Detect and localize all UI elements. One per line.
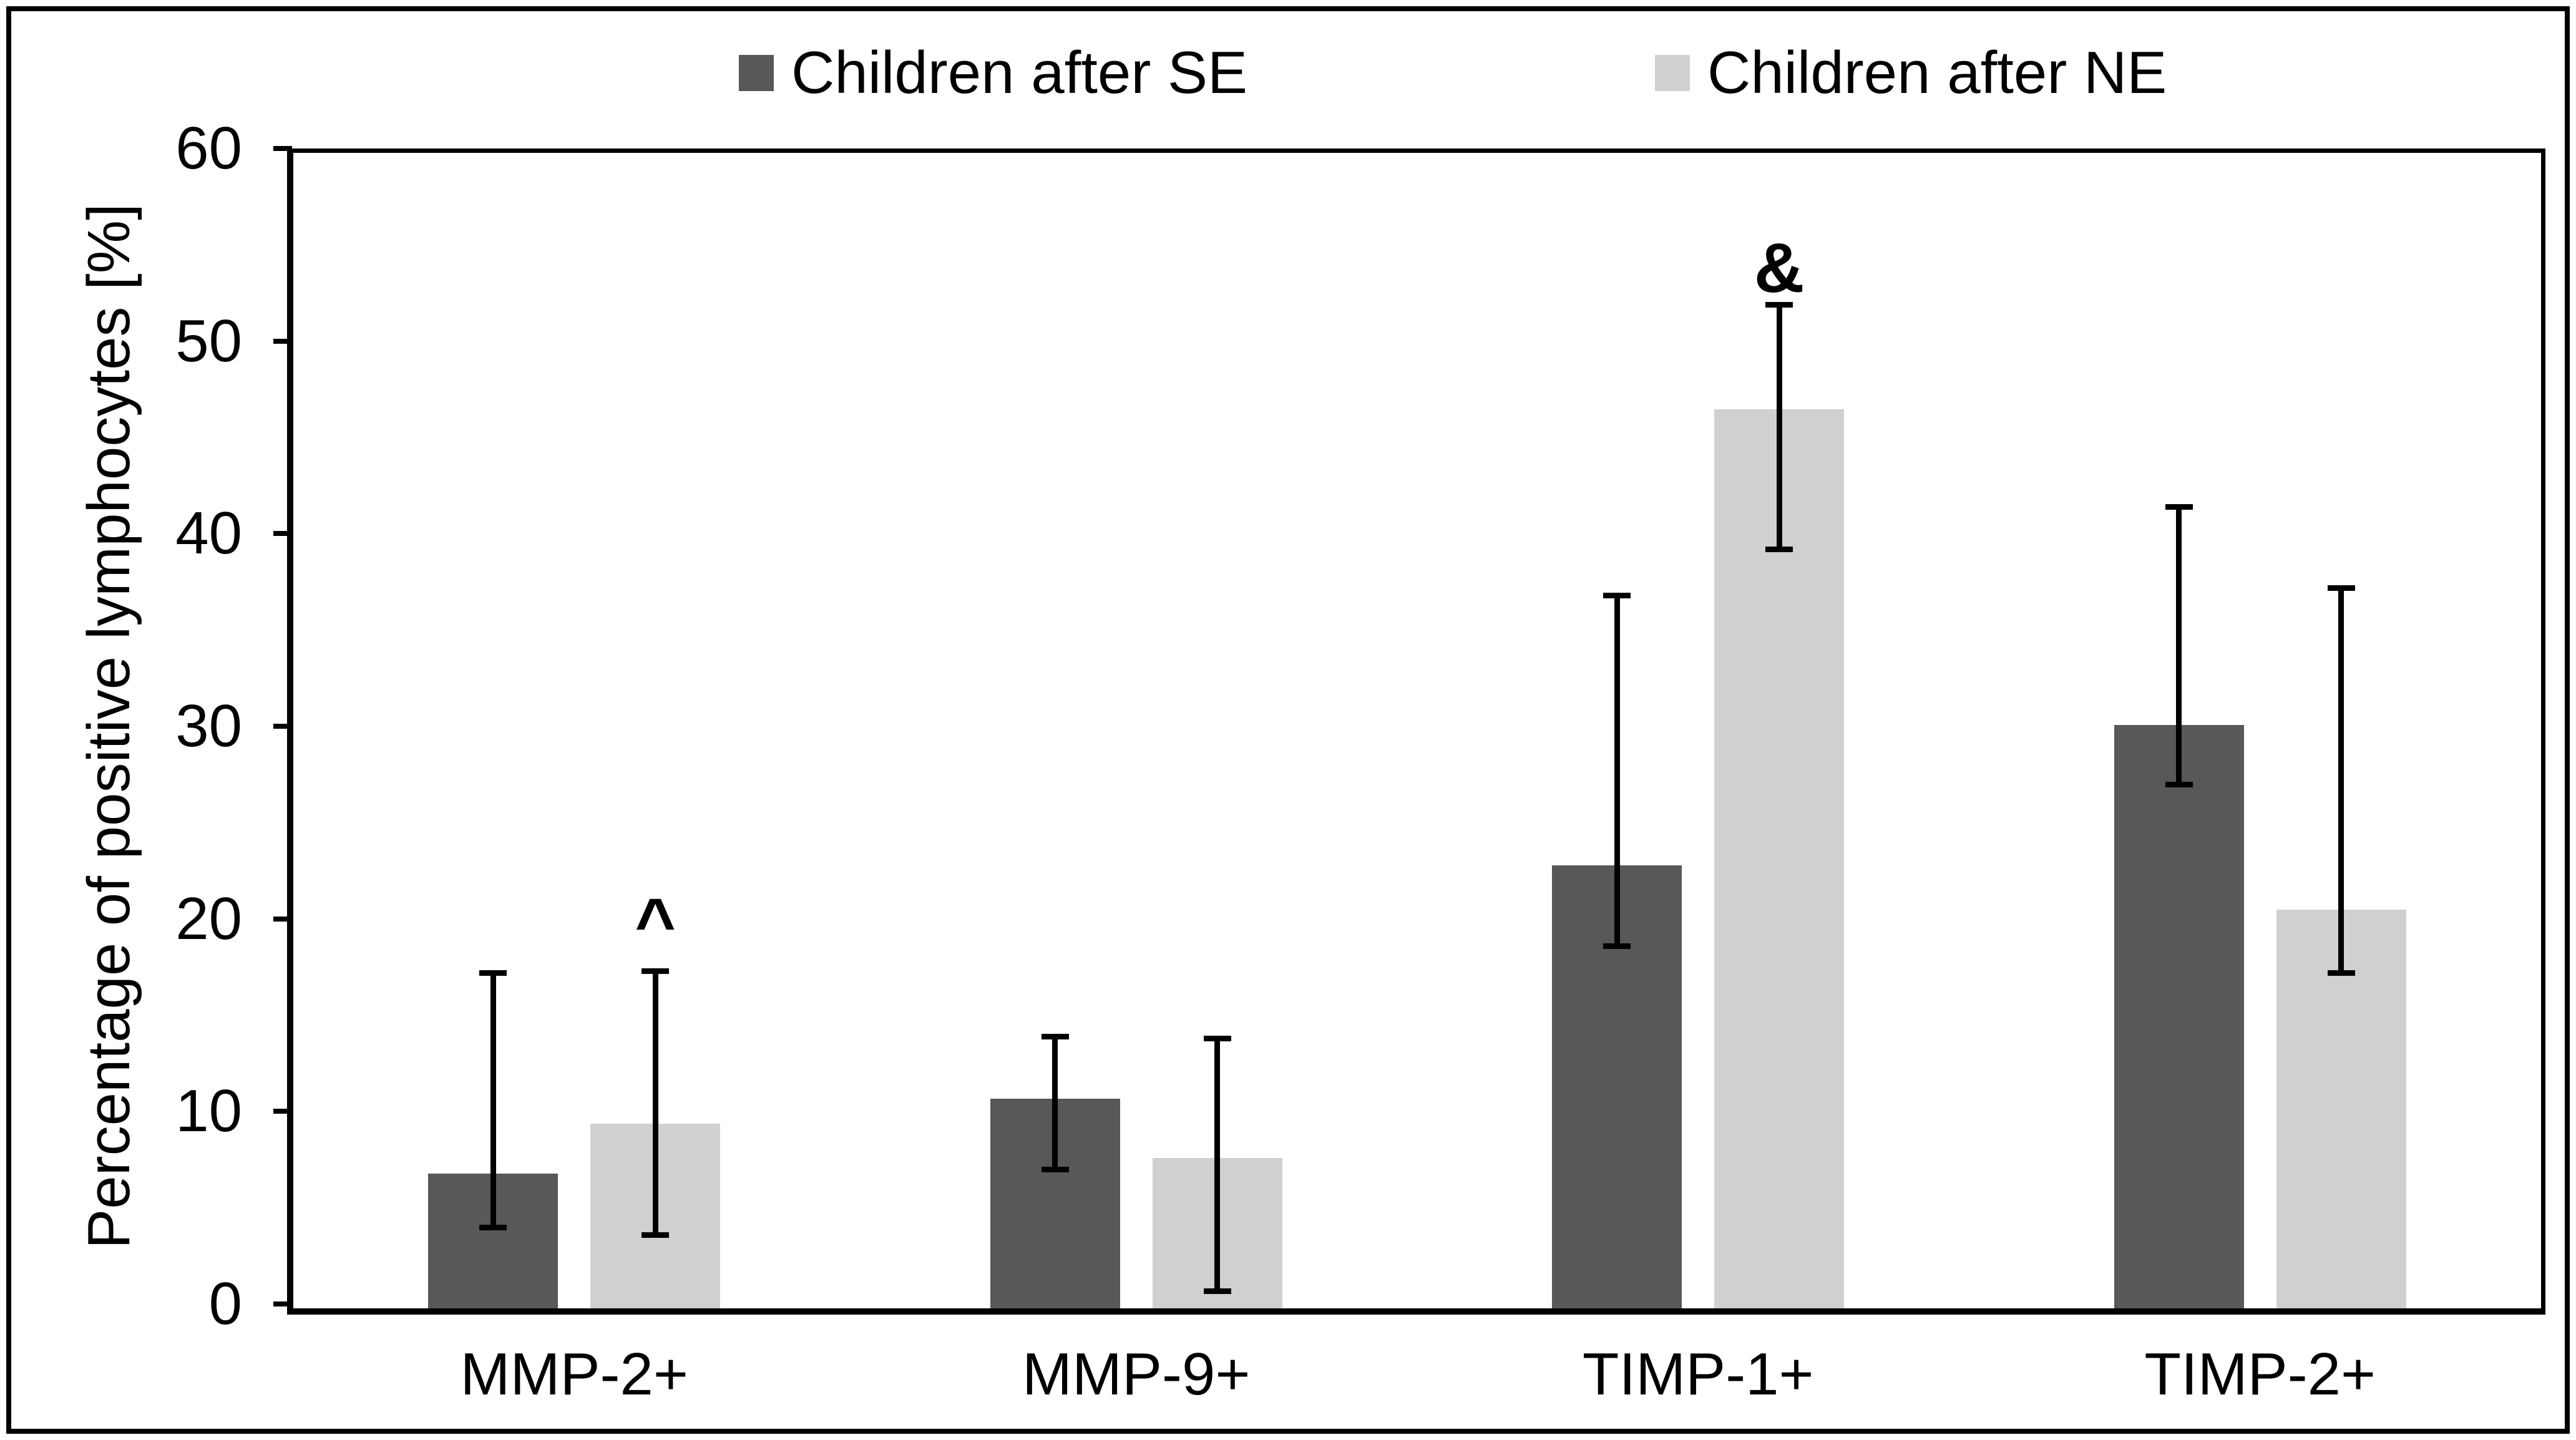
legend-swatch-ne [1655, 55, 1690, 91]
error-bar-cap [1603, 593, 1631, 599]
error-bar-cap [2327, 970, 2355, 976]
error-bar-cap [1765, 302, 1793, 308]
y-tick-label: 60 [175, 115, 242, 182]
x-axis-label: TIMP-1+ [1582, 1341, 1814, 1408]
error-bar-cap [2327, 585, 2355, 591]
y-tick-mark [273, 724, 292, 729]
y-tick-label: 30 [175, 693, 242, 759]
bar-timp-2-se [2114, 724, 2244, 1308]
error-bar-line [652, 971, 658, 1235]
legend-entry-ne: Children after NE [1655, 39, 2167, 107]
error-bar-cap [1603, 943, 1631, 950]
error-bar-line [2176, 507, 2182, 785]
y-tick-label: 10 [175, 1078, 242, 1145]
error-bar-cap [1765, 547, 1793, 553]
y-tick-label: 50 [175, 307, 242, 374]
error-bar-line [1052, 1036, 1058, 1170]
y-tick-mark [273, 1301, 292, 1306]
x-axis-label: MMP-9+ [1022, 1341, 1251, 1408]
error-bar-line [490, 973, 496, 1228]
x-axis-label: TIMP-2+ [2144, 1341, 2376, 1408]
y-tick-label: 20 [175, 885, 242, 952]
legend-entry-se: Children after SE [739, 39, 1247, 107]
bar-timp-2-ne [2276, 910, 2406, 1308]
error-bar-line [1614, 595, 1620, 946]
error-bar-cap [479, 1224, 507, 1230]
bar-timp-1-ne [1714, 409, 1845, 1308]
x-axis-label: MMP-2+ [460, 1341, 688, 1408]
legend: Children after SE Children after NE [0, 39, 2576, 107]
error-bar-cap [642, 1232, 670, 1238]
legend-label-ne: Children after NE [1707, 39, 2167, 106]
y-tick-label: 40 [175, 500, 242, 567]
y-tick-label: 0 [208, 1270, 242, 1337]
error-bar-cap [1041, 1167, 1069, 1173]
error-bar-cap [2165, 504, 2193, 510]
error-bar-line [1776, 304, 1782, 550]
error-bar-cap [1041, 1034, 1069, 1040]
error-bar-cap [1203, 1288, 1231, 1294]
error-bar-cap [642, 968, 670, 975]
y-tick-mark [273, 1109, 292, 1114]
legend-swatch-se [739, 55, 774, 91]
plot-area: ^ & [287, 148, 2545, 1315]
error-bar-cap [2165, 781, 2193, 787]
legend-label-se: Children after SE [791, 39, 1248, 106]
y-tick-mark [273, 531, 292, 537]
error-bar-cap [1203, 1036, 1231, 1042]
error-bar-line [1214, 1038, 1221, 1292]
error-bar-cap [479, 970, 507, 976]
error-bar-line [2338, 588, 2344, 973]
y-tick-mark [273, 916, 292, 922]
y-tick-mark [273, 338, 292, 344]
y-tick-mark [273, 146, 292, 151]
